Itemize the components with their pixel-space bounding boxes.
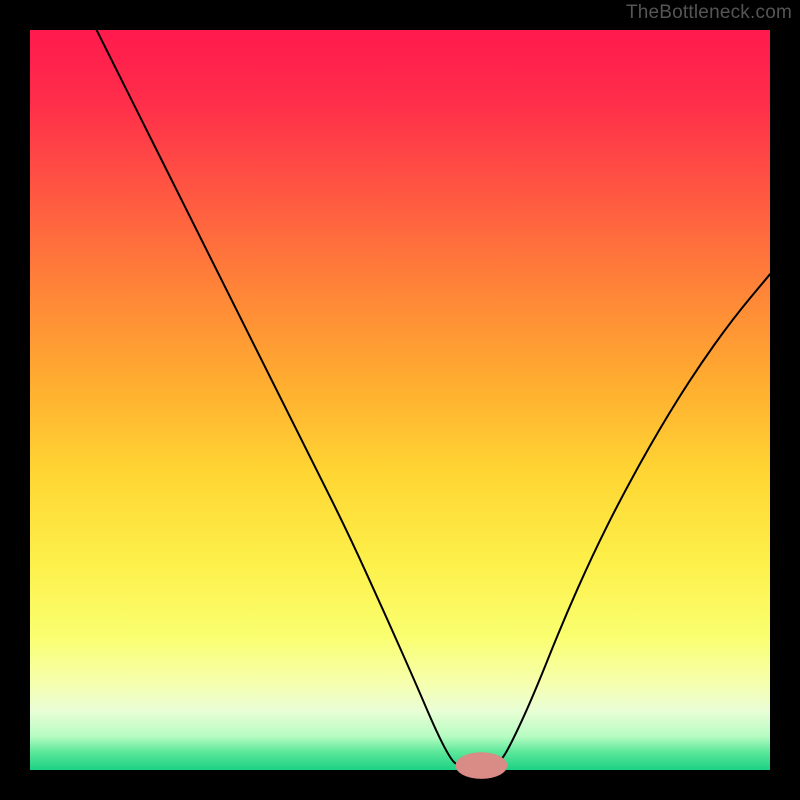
chart-container: TheBottleneck.com bbox=[0, 0, 800, 800]
bottleneck-chart bbox=[0, 0, 800, 800]
attribution-label: TheBottleneck.com bbox=[626, 2, 792, 24]
optimal-marker bbox=[456, 752, 508, 779]
plot-background bbox=[30, 30, 770, 770]
